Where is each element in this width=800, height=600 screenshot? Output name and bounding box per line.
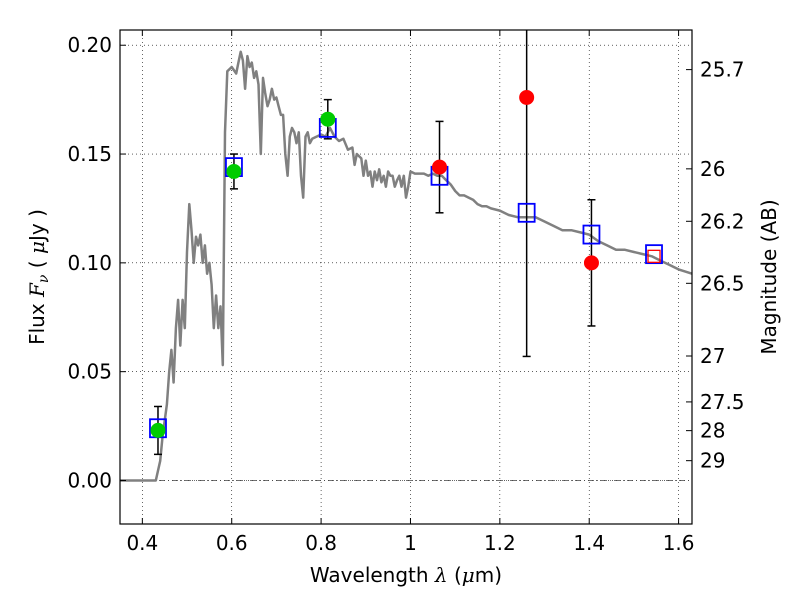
detection-point xyxy=(320,111,336,127)
y-tick-label: 0.10 xyxy=(67,251,112,275)
model-photometry-square xyxy=(582,224,601,245)
detection-point xyxy=(226,163,242,179)
y2-tick-label: 26.2 xyxy=(700,209,745,233)
error-bars xyxy=(153,30,596,456)
y-tick-label: 0.15 xyxy=(67,142,112,166)
grid-lines xyxy=(120,30,692,524)
y2-tick-label: 28 xyxy=(700,419,725,443)
x-tick-label: 1.6 xyxy=(663,531,695,555)
y2-axis-title: Magnitude (AB) xyxy=(757,199,781,354)
plot-frame xyxy=(119,29,693,525)
magnitude-axis-ticks: 25.7 26 26.2 26.5 27 27.5 28 29 xyxy=(686,58,745,473)
x-tick-label: 1.2 xyxy=(484,531,516,555)
x-tick-label: 0.4 xyxy=(126,531,158,555)
y-tick-label: 0.00 xyxy=(67,468,112,492)
x-tick-label: 0.6 xyxy=(216,531,248,555)
y2-tick-label: 29 xyxy=(700,449,725,473)
measurement-point xyxy=(519,89,535,105)
model-photometry-square xyxy=(645,244,663,265)
y2-tick-label: 25.7 xyxy=(700,58,745,82)
model-sed-line xyxy=(120,50,693,482)
model-photometry-square xyxy=(517,202,536,223)
y-tick-label: 0.05 xyxy=(67,360,112,384)
x-tick-label: 1 xyxy=(404,531,417,555)
measured-flux-points xyxy=(150,89,661,438)
y2-tick-label: 26.5 xyxy=(700,271,745,295)
y2-tick-label: 27 xyxy=(700,344,725,368)
measurement-point xyxy=(432,159,448,175)
measurement-point xyxy=(647,249,661,263)
x-tick-label: 0.8 xyxy=(305,531,337,555)
detection-point xyxy=(150,422,166,438)
x-axis-ticks: 0.4 0.6 0.8 1 1.2 1.4 1.6 xyxy=(126,30,695,555)
y-tick-label: 0.20 xyxy=(67,33,112,57)
y2-tick-label: 27.5 xyxy=(700,390,745,414)
y-axis-title: Flux Fν ( μJy ) xyxy=(25,209,52,345)
y-axis-ticks: 0.00 0.05 0.10 0.15 0.20 xyxy=(67,33,126,492)
measurement-point xyxy=(583,255,599,271)
model-photometry-squares xyxy=(149,118,663,439)
x-axis-title: Wavelength λ (μm) xyxy=(310,563,502,587)
x-tick-label: 1.4 xyxy=(573,531,605,555)
y2-tick-label: 26 xyxy=(700,157,725,181)
